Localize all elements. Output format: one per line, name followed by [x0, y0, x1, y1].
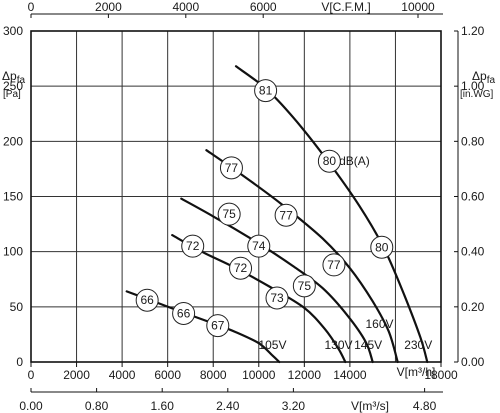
y-tick-label: 300: [3, 24, 23, 38]
x-top-tick-label: 6000: [250, 0, 277, 14]
noise-level-label: 77: [279, 208, 293, 222]
noise-level-circle: [181, 234, 205, 258]
y-secondary-tick-label: 0.60: [461, 190, 485, 204]
noise-unit-label: dB(A): [339, 154, 370, 168]
y-secondary-tick-label: 0.20: [461, 300, 485, 314]
series-label: 105V: [258, 338, 286, 352]
grid-lines: [30, 30, 442, 363]
x-tick-label: 2000: [63, 368, 90, 382]
y-secondary-tick-label: 1.00: [461, 79, 485, 93]
y-tick-label: 0: [16, 355, 23, 369]
x-tick-label: 4000: [109, 368, 136, 382]
x-tick-label: 8000: [200, 368, 227, 382]
noise-level-circle: [247, 234, 271, 258]
noise-level-circle: [219, 156, 243, 180]
y-tick-label: 250: [3, 79, 23, 93]
noise-level-label: 66: [140, 293, 154, 307]
noise-level-label: 80: [375, 240, 389, 254]
fan-curve-230v: [234, 65, 429, 364]
noise-level-circle: [322, 253, 346, 277]
noise-level-circle: [206, 314, 230, 338]
series-label: 145V: [354, 338, 382, 352]
noise-level-circle: [274, 203, 298, 227]
x-secondary-tick-label: 4.80: [413, 399, 437, 413]
x-top-tick-label: 2000: [95, 0, 122, 14]
noise-level-circle: [217, 202, 241, 226]
x-tick-label: 12000: [288, 368, 322, 382]
x-axis-label: V[m³/h]: [397, 365, 436, 379]
y-axis-unit: [Pa]: [3, 89, 21, 100]
noise-level-circle: [172, 301, 196, 325]
noise-level-label: 72: [234, 261, 248, 275]
y-secondary-tick-label: 1.20: [461, 24, 485, 38]
noise-level-circle: [229, 256, 253, 280]
axes: [30, 13, 459, 393]
noise-level-circle: [265, 286, 289, 310]
y-tick-label: 200: [3, 134, 23, 148]
y-tick-label: 150: [3, 190, 23, 204]
x-tick-label: 10000: [242, 368, 276, 382]
x-tick-label: 6000: [154, 368, 181, 382]
noise-level-circle: [292, 274, 316, 298]
y-secondary-tick-label: 0.40: [461, 245, 485, 259]
plot-frame: [30, 30, 442, 363]
y-secondary-tick-label: 0.80: [461, 134, 485, 148]
x-secondary-tick-label: 0.00: [19, 399, 43, 413]
noise-level-circle: [254, 79, 278, 103]
noise-level-label: 66: [177, 306, 191, 320]
series-label: 230V: [404, 338, 432, 352]
y-secondary-axis-unit: [in.WG]: [460, 89, 494, 100]
noise-level-markers: 81 80 80 77 77 77 75 75 74 73 72 72 67 66 66: [135, 79, 394, 338]
noise-level-label: 67: [211, 319, 225, 333]
noise-level-label: 74: [252, 239, 266, 253]
y-secondary-tick-label: 0.00: [461, 355, 485, 369]
x-tick-label: 18000: [424, 368, 458, 382]
y-secondary-axis-label-sub: fa: [487, 75, 496, 86]
noise-level-label: 72: [186, 239, 200, 253]
x-secondary-axis-label: V[m³/s]: [351, 399, 389, 413]
x-secondary-tick-label: 1.60: [151, 399, 175, 413]
x-secondary-tick-label: 3.20: [282, 399, 306, 413]
x-tick-label: 14000: [333, 368, 367, 382]
noise-level-circle: [370, 235, 394, 259]
x-secondary-tick-label: 2.40: [216, 399, 240, 413]
x-secondary-tick-label: 0.80: [85, 399, 109, 413]
series-label: 130V: [324, 338, 352, 352]
x-top-tick-label: 4000: [172, 0, 199, 14]
x-tick-label: 0: [28, 368, 35, 382]
noise-level-label: 73: [270, 291, 284, 305]
y-tick-label: 100: [3, 245, 23, 259]
x-top-tick-label: 10000: [401, 0, 435, 14]
noise-level-label: 77: [327, 258, 341, 272]
fan-curve-160v: [205, 149, 399, 364]
y-tick-label: 50: [10, 300, 24, 314]
noise-level-label: 77: [225, 161, 239, 175]
noise-level-label: 81: [259, 84, 273, 98]
noise-level-label: 75: [298, 279, 312, 293]
noise-level-label: 75: [222, 207, 236, 221]
noise-level-label: 80: [323, 154, 337, 168]
noise-level-circle: [317, 149, 341, 173]
x-top-tick-label: 0: [28, 0, 35, 14]
y-axis-label-sub: fa: [17, 75, 26, 86]
x-top-axis-label: V[C.F.M.]: [321, 0, 370, 14]
noise-level-circle: [135, 288, 159, 312]
series-label: 160V: [365, 317, 393, 331]
